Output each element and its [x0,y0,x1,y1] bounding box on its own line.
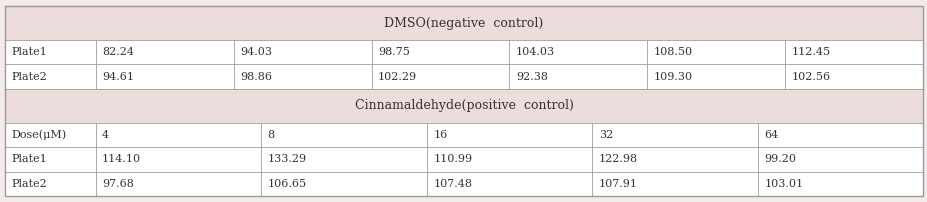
Bar [95,64,234,89]
Text: 103.01: 103.01 [764,179,803,189]
Text: 64: 64 [764,130,778,140]
Text: Dose(μM): Dose(μM) [11,130,66,140]
Bar [591,171,757,196]
Text: 114.10: 114.10 [102,154,141,164]
Text: 32: 32 [598,130,613,140]
Bar [371,64,509,89]
Text: 108.50: 108.50 [654,47,692,57]
Bar [5,123,95,147]
Text: 98.75: 98.75 [377,47,410,57]
Bar [757,123,922,147]
Bar [509,64,647,89]
Text: Cinnamaldehyde(positive  control): Cinnamaldehyde(positive control) [354,99,573,112]
Text: 107.91: 107.91 [598,179,637,189]
Text: Plate2: Plate2 [11,179,47,189]
Bar [371,40,509,64]
Bar [426,123,591,147]
Text: 94.03: 94.03 [240,47,272,57]
Bar [260,123,426,147]
Text: 97.68: 97.68 [102,179,133,189]
Bar [784,64,922,89]
Bar [95,40,234,64]
Text: 82.24: 82.24 [102,47,133,57]
Bar [647,64,784,89]
Bar [5,6,922,40]
Bar [234,64,371,89]
Bar [260,171,426,196]
Text: 8: 8 [267,130,274,140]
Text: DMSO(negative  control): DMSO(negative control) [384,17,543,30]
Bar [426,171,591,196]
Bar [5,171,95,196]
Text: Plate1: Plate1 [11,154,47,164]
Bar [647,40,784,64]
Text: 94.61: 94.61 [102,72,133,82]
Text: 106.65: 106.65 [267,179,307,189]
Text: 110.99: 110.99 [433,154,472,164]
Bar [95,123,260,147]
Bar [509,40,647,64]
Bar [5,147,95,171]
Bar [234,40,371,64]
Bar [95,171,260,196]
Bar [426,147,591,171]
Bar [5,89,922,123]
Bar [260,147,426,171]
Bar [784,40,922,64]
Text: 122.98: 122.98 [598,154,637,164]
Text: 4: 4 [102,130,109,140]
Text: 112.45: 112.45 [791,47,830,57]
Text: 107.48: 107.48 [433,179,472,189]
Text: 99.20: 99.20 [764,154,795,164]
Bar [757,171,922,196]
Text: 98.86: 98.86 [240,72,272,82]
Bar [591,123,757,147]
Bar [5,64,95,89]
Bar [95,147,260,171]
Text: Plate1: Plate1 [11,47,47,57]
Text: 109.30: 109.30 [654,72,692,82]
Text: Plate2: Plate2 [11,72,47,82]
Text: 92.38: 92.38 [515,72,547,82]
Text: 104.03: 104.03 [515,47,554,57]
Text: 102.29: 102.29 [377,72,416,82]
Text: 133.29: 133.29 [267,154,307,164]
Bar [591,147,757,171]
Bar [5,40,95,64]
Bar [757,147,922,171]
Text: 16: 16 [433,130,447,140]
Text: 102.56: 102.56 [791,72,830,82]
